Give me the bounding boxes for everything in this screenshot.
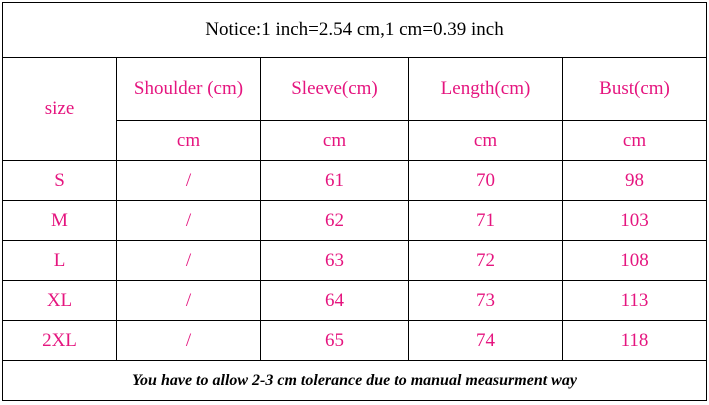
size-cell: M <box>2 200 117 241</box>
unit-cell: cm <box>260 120 409 161</box>
size-cell: S <box>2 160 117 201</box>
column-header: Bust(cm) <box>562 57 707 121</box>
value-cell: 103 <box>562 200 707 241</box>
size-cell: XL <box>2 280 117 321</box>
unit-cell: cm <box>562 120 707 161</box>
value-cell: 73 <box>408 280 563 321</box>
value-cell: 118 <box>562 320 707 361</box>
column-header: Shoulder (cm) <box>116 57 261 121</box>
header-row: size Shoulder (cm) Sleeve(cm) Length(cm) Bus… <box>2 57 707 161</box>
value-cell: 71 <box>408 200 563 241</box>
value-cell: 63 <box>260 240 409 281</box>
notice: Notice:1 inch=2.54 cm,1 cm=0.39 inch <box>2 2 707 58</box>
value-cell: 64 <box>260 280 409 321</box>
data-row: 2XL/65 74 118 <box>2 320 707 361</box>
value-cell: 72 <box>408 240 563 281</box>
value-cell: / <box>116 240 261 281</box>
unit-cell: cm <box>408 120 563 161</box>
value-cell: / <box>116 320 261 361</box>
size-cell: L <box>2 240 117 281</box>
data-row: L/63 72 108 <box>2 240 707 281</box>
footer-row: You have to allow 2-3 cm tolerance due t… <box>2 360 707 401</box>
unit-cell: cm <box>116 120 261 161</box>
column-header: Sleeve(cm) <box>260 57 409 121</box>
data-row: M/62 71 103 <box>2 200 707 241</box>
value-cell: 74 <box>408 320 563 361</box>
value-cell: 113 <box>562 280 707 321</box>
size-header: size <box>2 57 117 161</box>
notice-row: Notice:1 inch=2.54 cm,1 cm=0.39 inch <box>2 2 707 58</box>
data-row: S/61 70 98 <box>2 160 707 201</box>
units-row: cm cm cm cm <box>3 120 707 161</box>
size-cell: 2XL <box>2 320 117 361</box>
value-cell: / <box>116 280 261 321</box>
value-cell: 62 <box>260 200 409 241</box>
size-table: Notice:1 inch=2.54 cm,1 cm=0.39 inch siz… <box>2 2 707 401</box>
value-cell: 65 <box>260 320 409 361</box>
value-cell: / <box>116 200 261 241</box>
column-header: Length(cm) <box>408 57 563 121</box>
value-cell: 98 <box>562 160 707 201</box>
value-cell: / <box>116 160 261 201</box>
value-cell: 61 <box>260 160 409 201</box>
value-cell: 70 <box>408 160 563 201</box>
table-body: Notice:1 inch=2.54 cm,1 cm=0.39 inch siz… <box>2 2 707 401</box>
data-row: XL/64 73 113 <box>2 280 707 321</box>
value-cell: 108 <box>562 240 707 281</box>
footer-note: You have to allow 2-3 cm tolerance due t… <box>2 360 707 401</box>
